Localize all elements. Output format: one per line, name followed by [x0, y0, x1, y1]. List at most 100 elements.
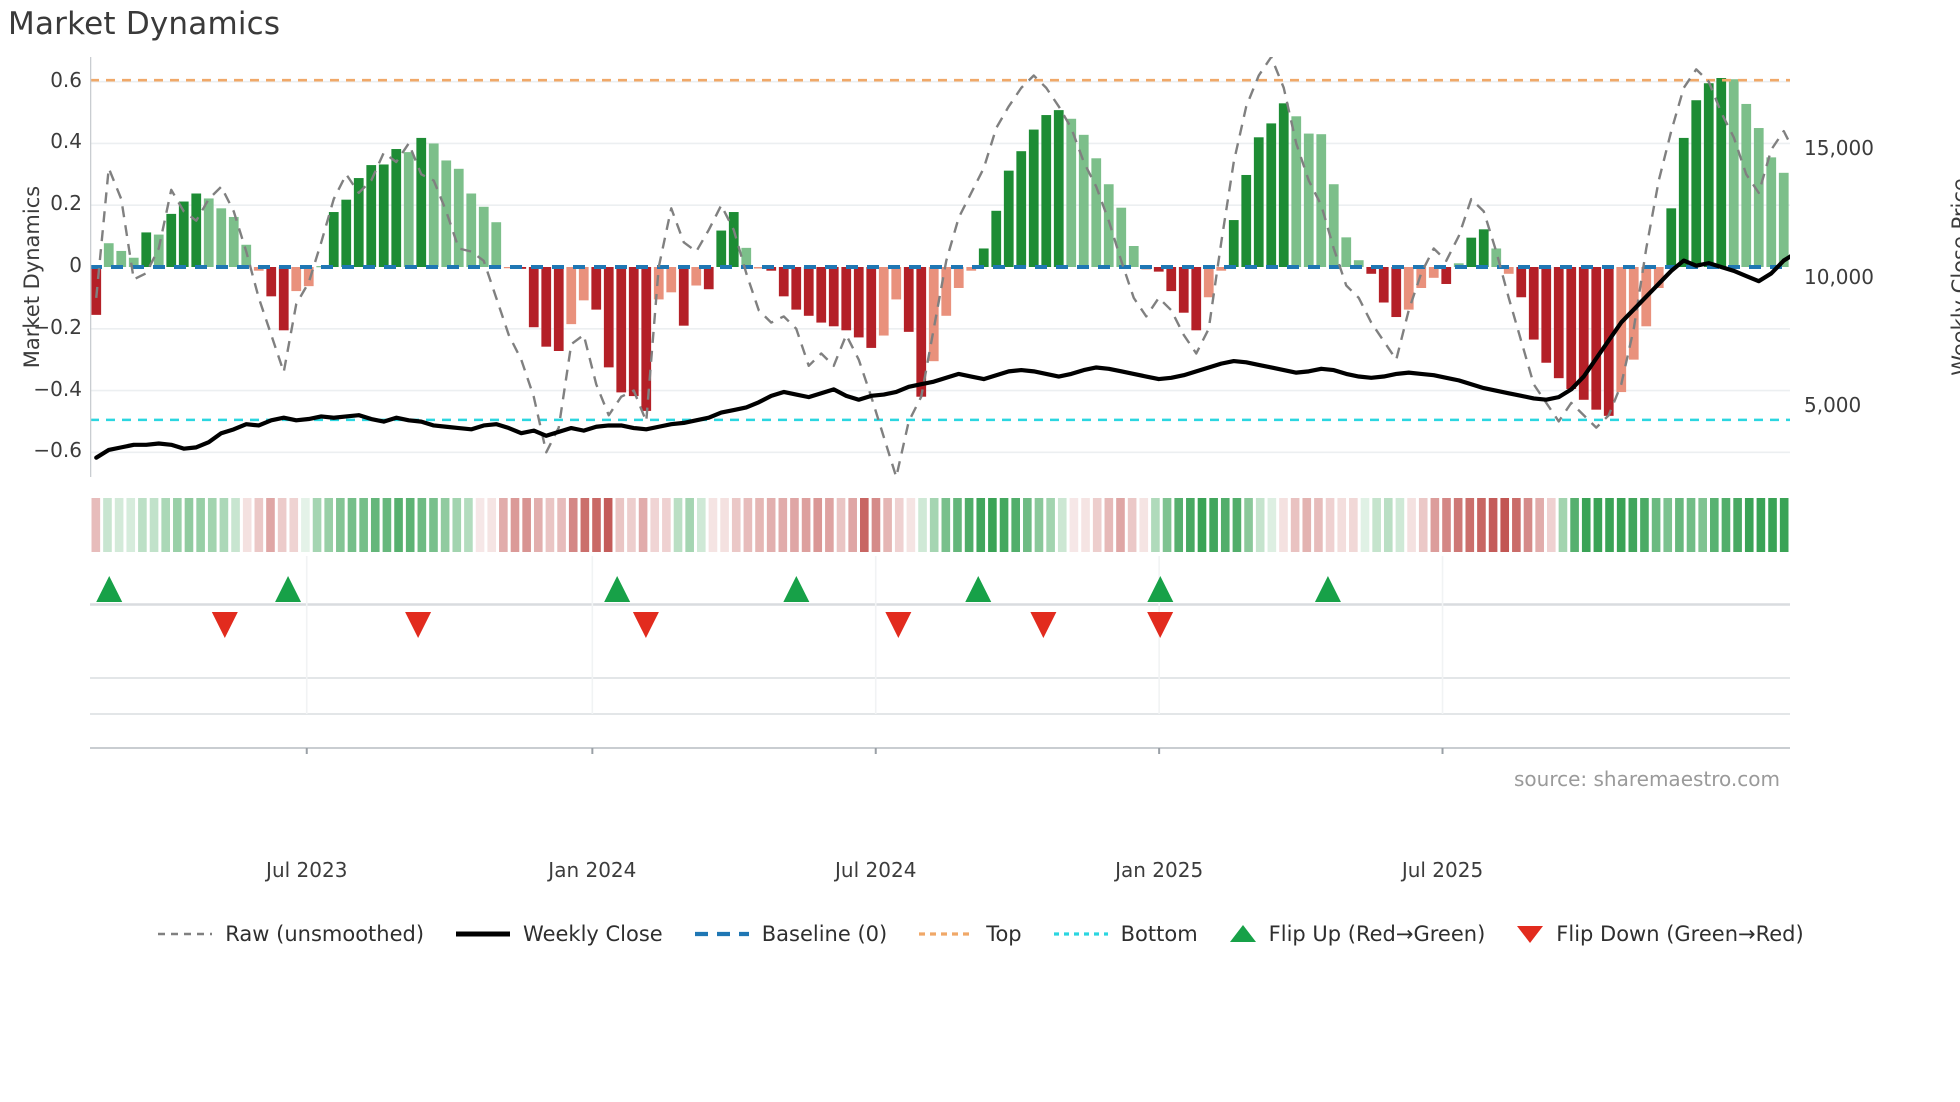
market-dynamics-bar [366, 165, 377, 267]
heatmap-cell [1675, 498, 1684, 552]
market-dynamics-bar [1616, 267, 1627, 393]
legend-item-label: Flip Up (Red→Green) [1268, 922, 1486, 946]
market-dynamics-bar [478, 206, 489, 267]
heatmap-cell [370, 498, 380, 552]
green-up-triangle-icon [1229, 925, 1256, 942]
market-dynamics-bar [1253, 137, 1264, 267]
market-dynamics-bar [328, 212, 339, 267]
heatmap-cell [184, 498, 194, 552]
heatmap-cell [1244, 498, 1253, 552]
heatmap-cell [1651, 498, 1661, 552]
legend-item[interactable]: Top [917, 922, 1022, 946]
flip-up-marker [1147, 576, 1174, 602]
heatmap-cell [207, 498, 217, 552]
market-dynamics-bar [1103, 184, 1114, 267]
heatmap-strip-svg [91, 498, 1789, 552]
heatmap-cell [929, 498, 939, 552]
market-dynamics-bar [1691, 100, 1702, 267]
market-dynamics-bar [1703, 83, 1714, 267]
legend-item-label: Bottom [1120, 922, 1198, 946]
heatmap-cell [848, 498, 857, 552]
heatmap-cell [731, 498, 741, 552]
market-dynamics-bar [1628, 267, 1639, 360]
market-dynamics-bar [841, 267, 852, 331]
market-dynamics-bar [403, 152, 414, 267]
market-dynamics-bar [1366, 267, 1377, 274]
heatmap-cell [405, 498, 415, 552]
heatmap-cell [1430, 498, 1440, 552]
market-dynamics-bar [303, 267, 314, 287]
legend-item[interactable]: Bottom [1052, 922, 1198, 946]
market-dynamics-bar [1378, 267, 1389, 303]
heatmap-cell [778, 498, 788, 552]
legend-item-label: Raw (unsmoothed) [225, 922, 425, 946]
solid-black-line-icon [456, 931, 511, 937]
heatmap-cell [627, 498, 636, 552]
market-dynamics-bar [1403, 267, 1414, 310]
market-dynamics-bar [666, 267, 677, 293]
market-dynamics-bar [1716, 78, 1727, 267]
market-dynamics-bar [1228, 220, 1239, 267]
heatmap-cell [766, 498, 776, 552]
heatmap-cell [429, 498, 438, 552]
heatmap-cell [1069, 498, 1079, 552]
dashed-gray-line-icon [158, 932, 213, 936]
legend-item[interactable]: Weekly Close [454, 922, 663, 946]
market-dynamics-bar [353, 178, 364, 267]
market-dynamics-bar [278, 267, 289, 331]
market-dynamics-bar [891, 267, 902, 300]
heatmap-cell [1744, 498, 1754, 552]
market-dynamics-bar [853, 267, 864, 338]
market-dynamics-bar [1428, 267, 1439, 278]
heatmap-cell [1581, 498, 1591, 552]
y-axis-left-title: Market Dynamics [20, 185, 44, 369]
heatmap-cell [312, 498, 322, 552]
legend-item[interactable]: Raw (unsmoothed) [156, 922, 424, 946]
market-dynamics-bar [216, 208, 227, 267]
flip-down-marker [211, 612, 238, 638]
heatmap-cell [417, 498, 427, 552]
heatmap-cell [254, 498, 264, 552]
market-dynamics-bar [1116, 207, 1127, 267]
legend-item[interactable]: Flip Down (Green→Red) [1515, 922, 1804, 946]
market-dynamics-bar [391, 149, 402, 267]
heatmap-cell [1232, 498, 1242, 552]
x-axis-tick-label: Jan 2025 [1115, 858, 1204, 882]
heatmap-cell [1127, 498, 1137, 552]
market-dynamics-bar [578, 267, 589, 301]
legend-item[interactable]: Baseline (0) [693, 922, 887, 946]
heatmap-cell [1779, 498, 1789, 552]
heatmap-cell [1220, 498, 1230, 552]
heatmap-cell [522, 498, 531, 552]
market-dynamics-bar [503, 267, 514, 269]
heatmap-cell [953, 498, 962, 552]
heatmap-cell [219, 498, 229, 552]
heatmap-cell [813, 498, 823, 552]
heatmap-cell [1407, 498, 1416, 552]
flip-markers-svg [90, 556, 1790, 656]
flip-down-marker [885, 612, 912, 638]
market-dynamics-bar [1766, 157, 1777, 267]
heatmap-cell [336, 498, 345, 552]
heatmap-cell [1523, 498, 1533, 552]
heatmap-cell [825, 498, 834, 552]
heatmap-cell [1081, 498, 1090, 552]
x-axis-tick-label: Jan 2024 [548, 858, 637, 882]
heatmap-cell [359, 498, 368, 552]
heatmap-cell [1453, 498, 1463, 552]
market-dynamics-bar [553, 267, 564, 351]
market-dynamics-bar [1516, 267, 1527, 298]
heatmap-cell [1197, 498, 1207, 552]
market-dynamics-bar [966, 267, 977, 271]
legend-item[interactable]: Flip Up (Red→Green) [1228, 922, 1486, 946]
market-dynamics-bar [941, 267, 952, 316]
heatmap-cell [1209, 498, 1218, 552]
flip-down-marker [1030, 612, 1057, 638]
market-dynamics-bar [1091, 158, 1102, 267]
heatmap-cell [638, 498, 648, 552]
heatmap-cell [1186, 498, 1195, 552]
market-dynamics-bar [203, 198, 214, 267]
market-dynamics-bar [1066, 118, 1077, 267]
y-axis-right-tick-label: 10,000 [1804, 264, 1874, 289]
market-dynamics-bar [791, 267, 802, 310]
